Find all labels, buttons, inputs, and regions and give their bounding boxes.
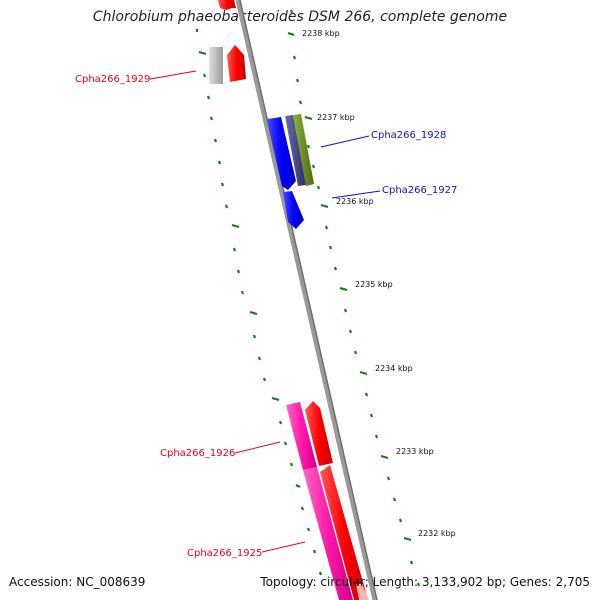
leader-line-1929 <box>149 70 197 80</box>
leader-line-1928 <box>320 135 370 148</box>
gene-label-cpha266-1929[interactable]: Cpha266_1929 <box>75 74 150 85</box>
backbone <box>235 0 378 600</box>
outer-tick-track <box>287 9 421 587</box>
gene-cpha266-1929[interactable] <box>227 45 246 82</box>
gene-cpha266-1927[interactable] <box>283 191 304 229</box>
gene-label-cpha266-1926[interactable]: Cpha266_1926 <box>160 448 235 459</box>
gene-label-cpha266-1927[interactable]: Cpha266_1927 <box>382 185 457 196</box>
inner-tick-track <box>195 29 323 576</box>
gene-cpha266-1928[interactable] <box>267 117 296 190</box>
gene-bottom-fragment[interactable] <box>356 584 369 600</box>
leader-line-1926 <box>234 441 281 454</box>
leader-line-1927 <box>331 190 381 199</box>
accession-info: Accession: NC_008639 <box>9 575 146 589</box>
scale-label-2232: 2232 kbp <box>418 529 456 538</box>
scale-label-2235: 2235 kbp <box>355 280 393 289</box>
gene-cpha266-1925-pink[interactable] <box>303 467 353 600</box>
gene-cpha266-1926[interactable] <box>305 401 333 466</box>
genome-summary: Topology: circular; Length: 3,133,902 bp… <box>260 575 590 589</box>
gene-cpha266-1928-olive[interactable] <box>293 114 314 186</box>
scale-label-2236: 2236 kbp <box>336 197 374 206</box>
backbone-shade <box>239 0 378 600</box>
leader-line-1925 <box>261 541 306 553</box>
scale-label-2238: 2238 kbp <box>302 29 340 38</box>
gene-label-cpha266-1925[interactable]: Cpha266_1925 <box>187 548 262 559</box>
gene-top-fragment[interactable] <box>218 0 236 10</box>
scale-label-2237: 2237 kbp <box>317 113 355 122</box>
map-title: Chlorobium phaeobacteroides DSM 266, com… <box>92 9 508 25</box>
gene-cpha266-1926-pink[interactable] <box>286 402 317 470</box>
scale-label-2233: 2233 kbp <box>396 447 434 456</box>
gene-cpha266-1928-navy[interactable] <box>285 115 306 186</box>
gene-cpha266-1929-gray[interactable] <box>209 47 223 84</box>
scale-label-2234: 2234 kbp <box>375 364 413 373</box>
gene-cpha266-1925[interactable] <box>320 465 368 600</box>
gene-label-cpha266-1928[interactable]: Cpha266_1928 <box>371 130 446 141</box>
